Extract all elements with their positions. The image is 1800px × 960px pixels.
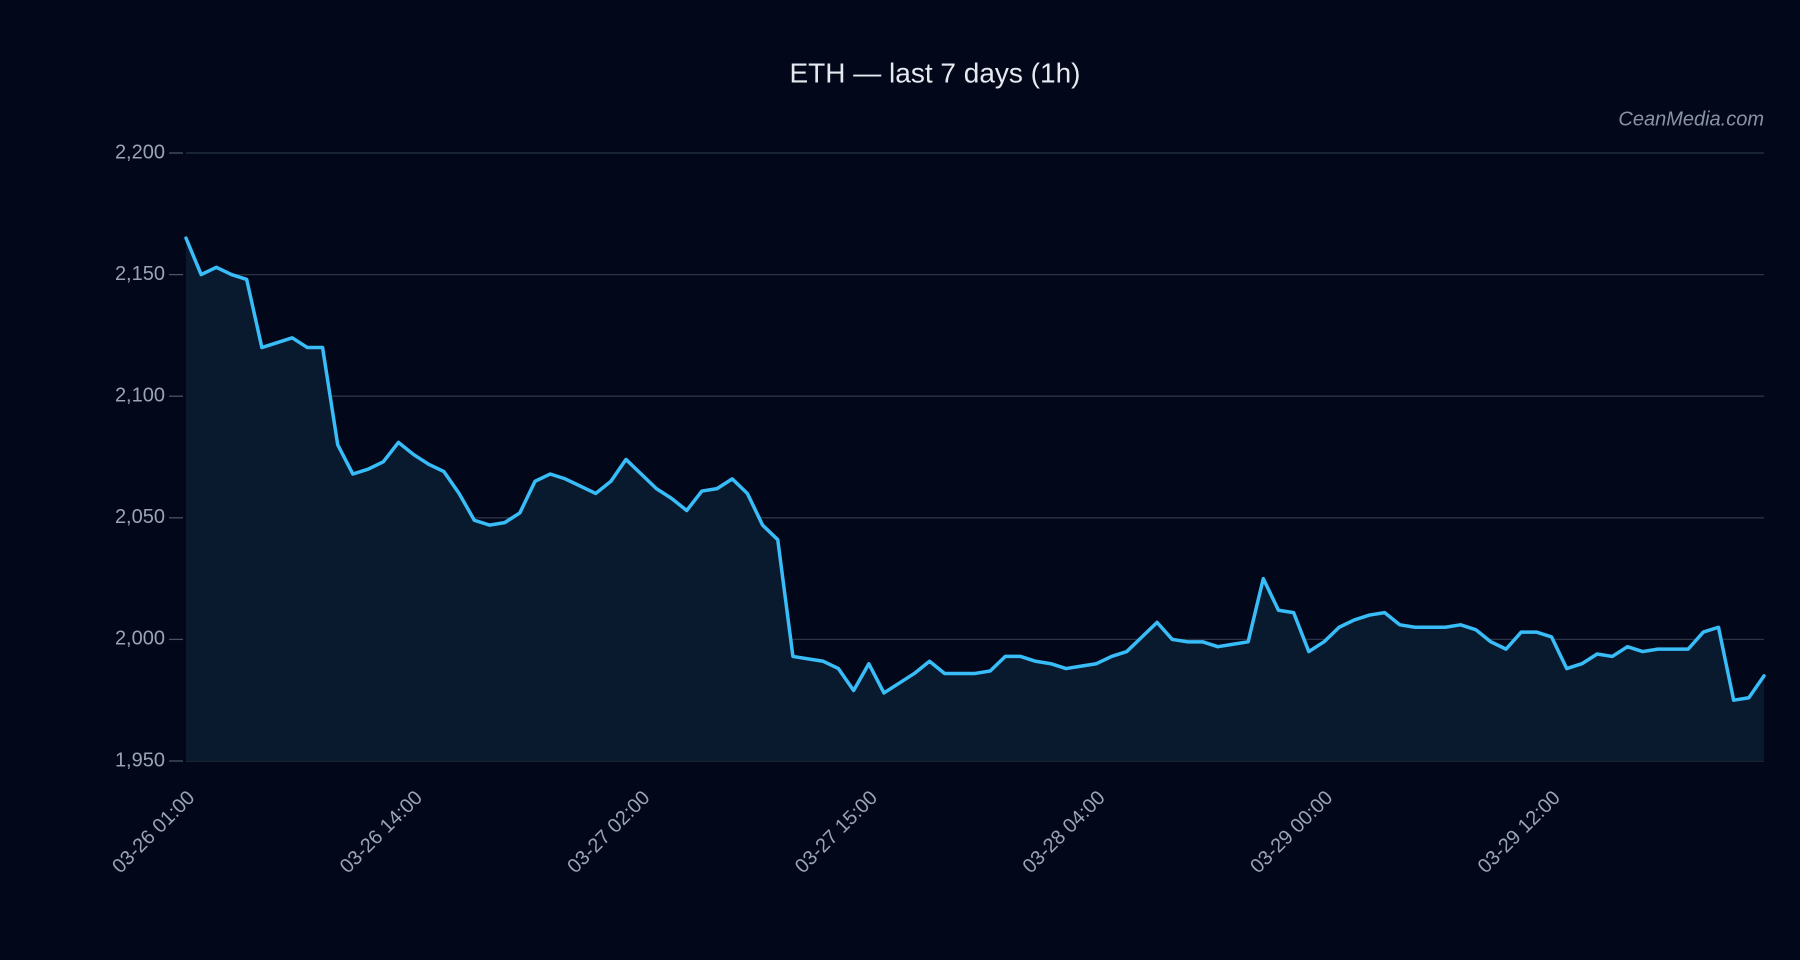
watermark: CeanMedia.com [1618, 108, 1764, 130]
y-tick-label: 2,150 [115, 263, 165, 285]
y-tick-label: 2,100 [115, 384, 165, 406]
y-tick-label: 2,000 [115, 628, 165, 650]
chart-title: ETH — last 7 days (1h) [790, 57, 1081, 88]
y-tick-label: 1,950 [115, 749, 165, 771]
y-tick-label: 2,200 [115, 141, 165, 163]
area-fill [186, 238, 1764, 761]
price-line [184, 236, 1766, 702]
y-tick-label: 2,050 [115, 506, 165, 528]
